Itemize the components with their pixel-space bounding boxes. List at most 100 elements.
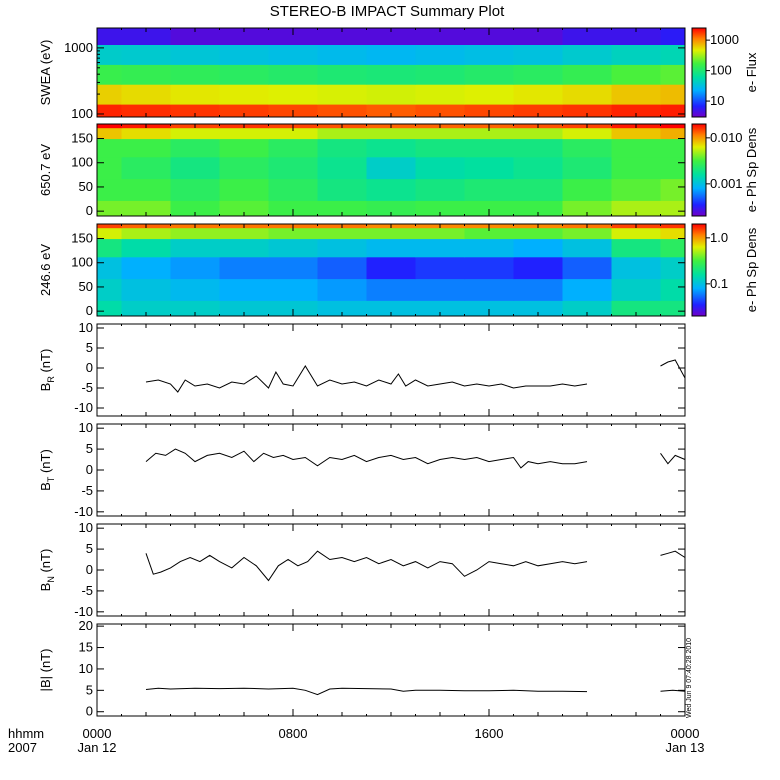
pad246-cell [611,256,662,280]
pad246-cell [611,278,662,301]
bt-series-line [145,448,588,469]
pad650-colorbar-tick-label: 0.010 [710,130,743,145]
swea-cell [415,104,466,117]
pad246-cell [121,227,172,240]
bn-series-line [660,550,686,558]
pad246-cell [121,300,172,316]
pad650-ytick-label: 50 [79,179,93,194]
swea-cell [121,28,172,45]
pad650-cell [170,156,221,180]
swea-cell [562,28,613,45]
pad650-cell [562,178,613,201]
pad650-cell [170,127,221,140]
pad650-cell [219,156,270,180]
pad650-cell [268,178,319,201]
pad246-colorbar-tick-label: 0.1 [710,276,728,291]
pad650-cell [121,156,172,180]
pad650-cell [366,138,417,158]
bt-series-line [660,453,686,465]
swea-cell [513,64,564,85]
pad246-cell [219,278,270,301]
bmag-ytick-label: 20 [79,618,93,633]
pad246-cell [219,256,270,280]
pad650-cell [121,138,172,158]
pad650-cell [660,127,685,140]
swea-cell [660,104,685,117]
bt-ytick-label: 5 [86,441,93,456]
swea-cell [170,104,221,117]
panel-br: -10 -5 0 5 10 BR (nT) [38,320,686,417]
pad650-cell [513,178,564,201]
swea-cell [660,84,685,105]
date-tick-label: Jan 13 [665,740,704,755]
pad246-cell [415,278,466,301]
pad246-cell [562,238,613,258]
time-tick-label: 0000 [671,726,700,741]
pad246-cell [268,238,319,258]
pad650-cell [97,124,123,129]
swea-colorbar-label: e- Flux [744,52,759,92]
swea-cell [464,84,515,105]
bt-ytick-label: -10 [74,504,93,519]
pad650-cell [121,200,172,216]
pad650-cell [660,156,685,180]
pad650-cell [660,200,685,216]
swea-cell [170,84,221,105]
br-ylabel-main: B [38,383,53,392]
pad246-cell [660,224,685,229]
swea-cell [268,64,319,85]
br-series-line [660,359,686,379]
bmag-frame [96,623,686,717]
panel-pad246: 0.1 1.0 e- Ph Sp Dens 0 50 100 150 246.6 eV [38,223,759,318]
pad246-cell [317,238,368,258]
pad650-ylabel: 650.7 eV [38,144,53,196]
panel-bmag: 0 5 10 15 20 |B| (nT) [38,618,686,719]
bmag-ytick-label: 15 [79,640,93,655]
swea-cell [464,44,515,65]
pad650-cell [317,156,368,180]
pad650-cell [366,127,417,140]
bmag-ytick-label: 10 [79,661,93,676]
bt-ylabel-unit: (nT) [38,449,53,476]
swea-cell [660,44,685,65]
bmag-ytick-label: 0 [86,704,93,719]
br-ytick-label: 10 [79,320,93,335]
pad246-cell [660,256,685,280]
pad650-cell [611,156,662,180]
swea-cell [562,104,613,117]
swea-colorbar-tick-label: 100 [710,63,732,78]
pad246-cell [611,238,662,258]
pad246-cell [97,227,123,240]
pad246-heatmap [97,224,685,316]
pad246-colorbar [691,223,707,317]
pad246-cell [513,278,564,301]
pad246-cell [317,278,368,301]
pad650-cell [660,178,685,201]
bn-ytick-label: 5 [86,541,93,556]
br-ytick-label: -5 [81,380,93,395]
date-tick-label: Jan 12 [77,740,116,755]
pad650-cell [170,178,221,201]
pad246-cell [513,227,564,240]
swea-cell [317,64,368,85]
br-series-line [145,365,588,393]
pad650-cell [415,127,466,140]
pad246-cell [464,278,515,301]
swea-cell [121,64,172,85]
pad246-cell [97,300,123,316]
swea-cell [415,64,466,85]
pad650-cell [415,156,466,180]
bt-ytick-label: 10 [79,420,93,435]
pad246-cell [366,300,417,316]
swea-cell [513,28,564,45]
pad650-cell [219,200,270,216]
bn-ylabel-main: B [38,583,53,592]
pad650-cell [170,138,221,158]
bn-ylabel-sub: N [46,576,56,583]
pad650-cell [170,200,221,216]
swea-cell [268,44,319,65]
pad650-cell [121,127,172,140]
swea-cell [611,28,662,45]
pad650-cell [219,138,270,158]
